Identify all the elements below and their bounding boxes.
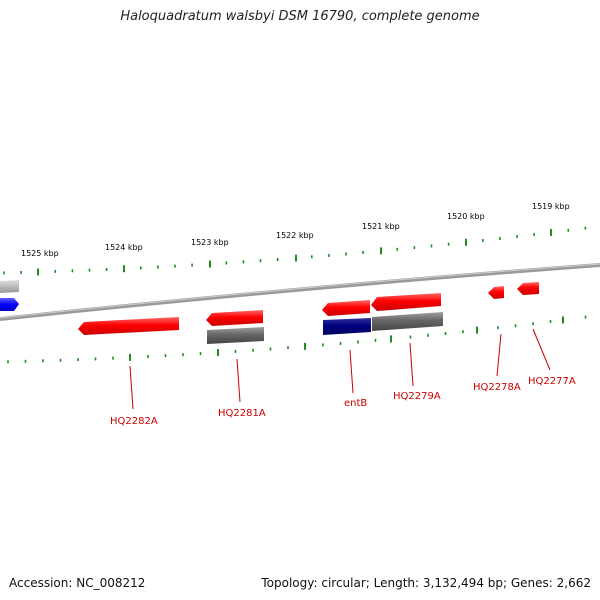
gene-hq2277a[interactable] — [517, 282, 539, 295]
label-hq2281a[interactable]: HQ2281A — [218, 408, 266, 419]
genes — [0, 280, 539, 344]
gene-red-upper-left[interactable] — [322, 300, 370, 316]
gene-hq2279a[interactable] — [372, 312, 443, 331]
leader-hq2278a — [496, 333, 502, 377]
gene-red-upper-right[interactable] — [371, 293, 441, 311]
gene-entb[interactable] — [323, 318, 371, 335]
leader-hq2281a — [236, 358, 241, 403]
label-hq2278a[interactable]: HQ2278A — [473, 382, 521, 393]
scale-label-1522: 1522 kbp — [276, 231, 314, 240]
scale-label-1519: 1519 kbp — [532, 202, 570, 211]
label-entb[interactable]: entB — [344, 398, 367, 409]
scale-labels: 1525 kbp 1524 kbp 1523 kbp 1522 kbp 1521… — [21, 202, 570, 258]
genome-backbone — [0, 263, 600, 321]
accession-text: Accession: NC_008212 — [9, 576, 146, 590]
inner-scale-ticks — [7, 315, 587, 364]
map-title: Haloquadratum walsbyi DSM 16790, complet… — [120, 9, 480, 24]
leader-hq2279a — [409, 342, 414, 387]
label-leader-lines — [129, 328, 551, 410]
gene-hq2278a[interactable] — [488, 286, 504, 299]
scale-label-1521: 1521 kbp — [362, 222, 400, 231]
leader-entb — [349, 349, 354, 394]
outer-scale-ticks — [3, 226, 587, 276]
gene-hq2281a[interactable] — [206, 310, 263, 326]
leader-hq2277a — [532, 328, 551, 371]
leader-hq2282a — [129, 365, 134, 410]
label-hq2279a[interactable]: HQ2279A — [393, 391, 441, 402]
gene-partial-blue[interactable] — [0, 298, 19, 311]
genome-stats-text: Topology: circular; Length: 3,132,494 bp… — [261, 576, 591, 590]
scale-label-1525: 1525 kbp — [21, 249, 59, 258]
scale-label-1523: 1523 kbp — [191, 238, 229, 247]
label-hq2282a[interactable]: HQ2282A — [110, 416, 158, 427]
label-hq2277a[interactable]: HQ2277A — [528, 376, 576, 387]
gene-hq2282a[interactable] — [78, 317, 179, 335]
scale-label-1520: 1520 kbp — [447, 212, 485, 221]
gene-partial-grey[interactable] — [0, 280, 19, 293]
genome-backbone-highlight — [0, 263, 600, 319]
scale-label-1524: 1524 kbp — [105, 243, 143, 252]
gene-hq2281a-partner[interactable] — [207, 327, 264, 344]
gene-labels: HQ2282A HQ2281A entB HQ2279A HQ2278A HQ2… — [110, 376, 576, 427]
